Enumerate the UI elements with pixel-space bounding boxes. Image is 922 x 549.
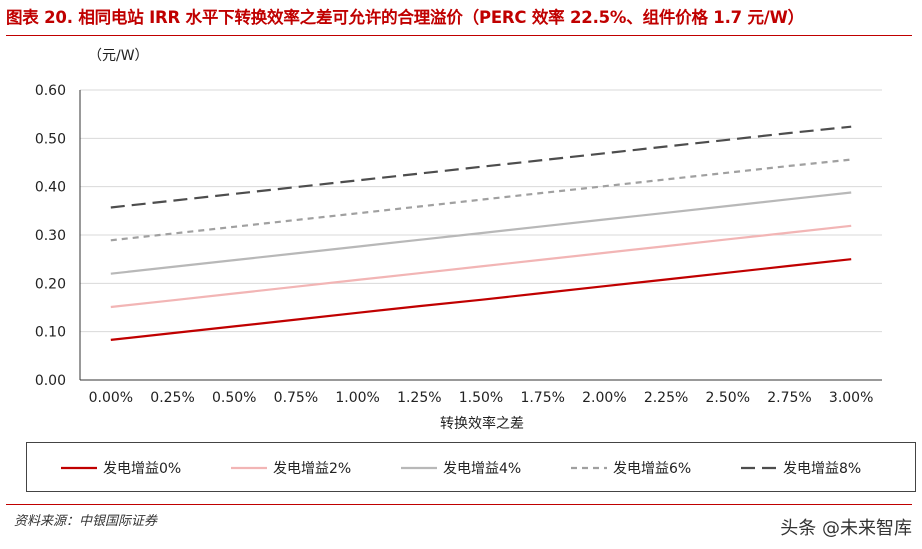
legend-swatch-gain-6 [571, 466, 607, 470]
x-tick-label: 2.50% [706, 390, 750, 406]
y-tick-label: 0.10 [35, 325, 66, 341]
x-axis-label: 转换效率之差 [440, 415, 524, 432]
y-tick-label: 0.30 [35, 228, 66, 244]
legend-swatch-gain-2 [231, 466, 267, 470]
series-line-0 [110, 258, 852, 341]
legend-swatch-gain-4 [401, 466, 437, 470]
source-note: 资料来源：中银国际证券 [14, 514, 158, 529]
legend-item-gain-8: 发电增益8% [739, 458, 861, 478]
x-tick-label: 1.25% [397, 390, 441, 406]
gridlines [80, 89, 882, 333]
x-tick-label: 0.00% [89, 390, 133, 406]
series-line-3 [110, 158, 852, 242]
legend-item-gain-4: 发电增益4% [399, 458, 521, 478]
x-tick-label: 0.50% [212, 390, 256, 406]
x-tick-label: 2.75% [767, 390, 811, 406]
x-tick-label: 1.75% [520, 390, 564, 406]
x-tick-labels: 0.00% 0.25% 0.50% 0.75% 1.00% 1.25% 1.50% 1.75%… [89, 390, 874, 406]
y-tick-label: 0.60 [35, 83, 66, 99]
legend-swatch-gain-0 [61, 466, 97, 470]
legend-label: 发电增益4% [443, 461, 522, 477]
watermark: 头条 @未来智库 [780, 518, 912, 539]
legend-swatch-gain-8 [741, 466, 777, 470]
x-tick-label: 1.00% [335, 390, 379, 406]
legend-label: 发电增益2% [273, 461, 352, 477]
legend-item-gain-2: 发电增益2% [229, 458, 351, 478]
y-tick-labels: 0.00 0.10 0.20 0.30 0.40 0.50 0.60 [35, 83, 66, 389]
x-tick-label: 2.00% [582, 390, 626, 406]
legend: 发电增益0% 发电增益2% 发电增益4% 发电增益6% 发电增益8% [26, 442, 916, 492]
line-chart: （元/W） 0.00 0.10 0.20 0.30 0.40 0.50 0.60 0.00%… [35, 48, 882, 432]
series-line-1 [110, 224, 852, 309]
legend-label: 发电增益0% [103, 461, 182, 477]
y-tick-label: 0.40 [35, 180, 66, 196]
x-tick-label: 1.50% [459, 390, 503, 406]
y-unit-label: （元/W） [88, 48, 149, 64]
legend-label: 发电增益8% [783, 461, 862, 477]
y-tick-label: 0.20 [35, 276, 66, 292]
x-tick-label: 2.25% [644, 390, 688, 406]
title-divider [6, 35, 912, 36]
series-line-2 [110, 191, 852, 275]
legend-label: 发电增益6% [613, 461, 692, 477]
legend-item-gain-6: 发电增益6% [569, 458, 691, 478]
x-tick-label: 0.25% [150, 390, 194, 406]
x-tick-label: 0.75% [274, 390, 318, 406]
series-line-4 [110, 125, 852, 209]
footer-divider [6, 504, 912, 505]
chart-title: 图表 20. 相同电站 IRR 水平下转换效率之差可允许的合理溢价（PERC 效… [6, 8, 804, 27]
series-lines [110, 125, 852, 341]
axes [79, 90, 882, 381]
y-tick-label: 0.00 [35, 373, 66, 389]
legend-item-gain-0: 发电增益0% [59, 458, 181, 478]
y-tick-label: 0.50 [35, 131, 66, 147]
x-tick-label: 3.00% [829, 390, 873, 406]
